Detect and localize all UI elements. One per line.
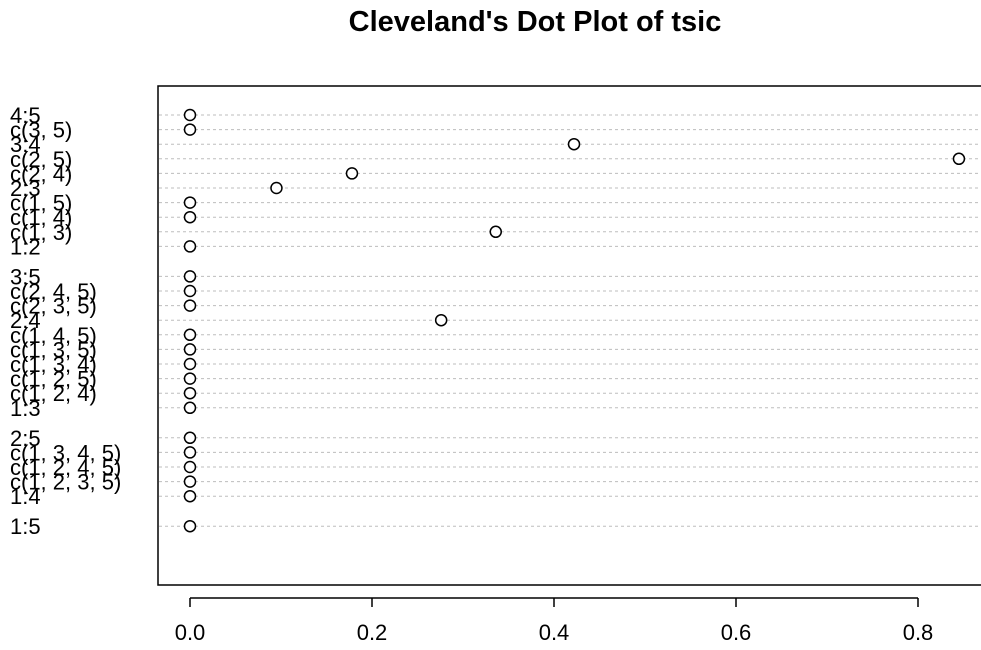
x-axis: 0.0 0.2 0.4 0.6 0.8 [175,597,934,645]
data-point [434,313,448,327]
row-label: 1:2 [10,234,41,259]
row-label: c(1, 3) [10,220,72,245]
data-point [183,460,197,474]
row-label: 1:4 [10,484,41,509]
chart-title: Cleveland's Dot Plot of tsic [349,6,722,38]
data-point [183,108,197,122]
x-tick-label: 0.4 [539,620,570,645]
row-label: 3:5 [10,264,41,289]
row-label: c(2, 4, 5) [10,279,97,304]
data-point [567,137,581,151]
data-point [183,401,197,415]
row-label: 2:4 [10,308,41,333]
data-point [183,123,197,136]
plot-frame [157,85,981,586]
row-label: c(1, 2, 5) [10,367,97,392]
data-point [183,431,197,445]
row-label: 3:4 [10,132,41,157]
row-label: c(2, 4) [10,161,72,186]
row-label: c(1, 3, 4, 5) [10,440,121,465]
x-tick-label: 0.0 [175,620,206,645]
row-label: 4:5 [10,103,41,128]
row-label: c(1, 4) [10,205,72,230]
data-point [183,519,197,533]
data-point [952,152,966,166]
row-label: c(1, 2, 4, 5) [10,455,121,480]
row-label: c(1, 5) [10,191,72,216]
data-point [345,167,359,180]
row-label: 2:3 [10,176,41,201]
row-label: c(1, 3, 4) [10,352,97,377]
row-label: c(1, 4, 5) [10,323,97,348]
data-points [183,108,966,533]
row-label: c(2, 3, 5) [10,294,97,319]
data-point [183,489,197,503]
data-point [183,372,197,385]
data-point [489,225,503,239]
data-point [183,270,197,283]
data-point [183,299,197,312]
data-point [183,210,197,224]
grid-lines [159,114,981,527]
data-point [183,446,197,459]
row-label: 1:5 [10,514,41,539]
x-tick-label: 0.2 [357,620,388,645]
data-point [183,284,197,298]
data-point [183,196,197,209]
data-point [270,181,283,195]
data-point [183,475,197,488]
category-labels: 4:5c(3, 5)3:4c(2, 5)c(2, 4)2:3c(1, 5)c(1… [10,103,121,539]
row-label: c(1, 3, 5) [10,337,97,362]
x-tick-label: 0.6 [721,620,752,645]
x-tick-label: 0.8 [903,620,934,645]
data-point [183,240,197,253]
row-label: c(1, 2, 4) [10,381,97,406]
data-point [183,357,197,371]
row-label: c(1, 2, 3, 5) [10,470,121,495]
data-point [183,386,197,400]
data-point [183,328,197,342]
row-label: 2:5 [10,426,41,451]
data-point [183,343,197,356]
row-label: c(2, 5) [10,147,72,172]
row-label: c(3, 5) [10,118,72,143]
row-label: 1:3 [10,396,41,421]
